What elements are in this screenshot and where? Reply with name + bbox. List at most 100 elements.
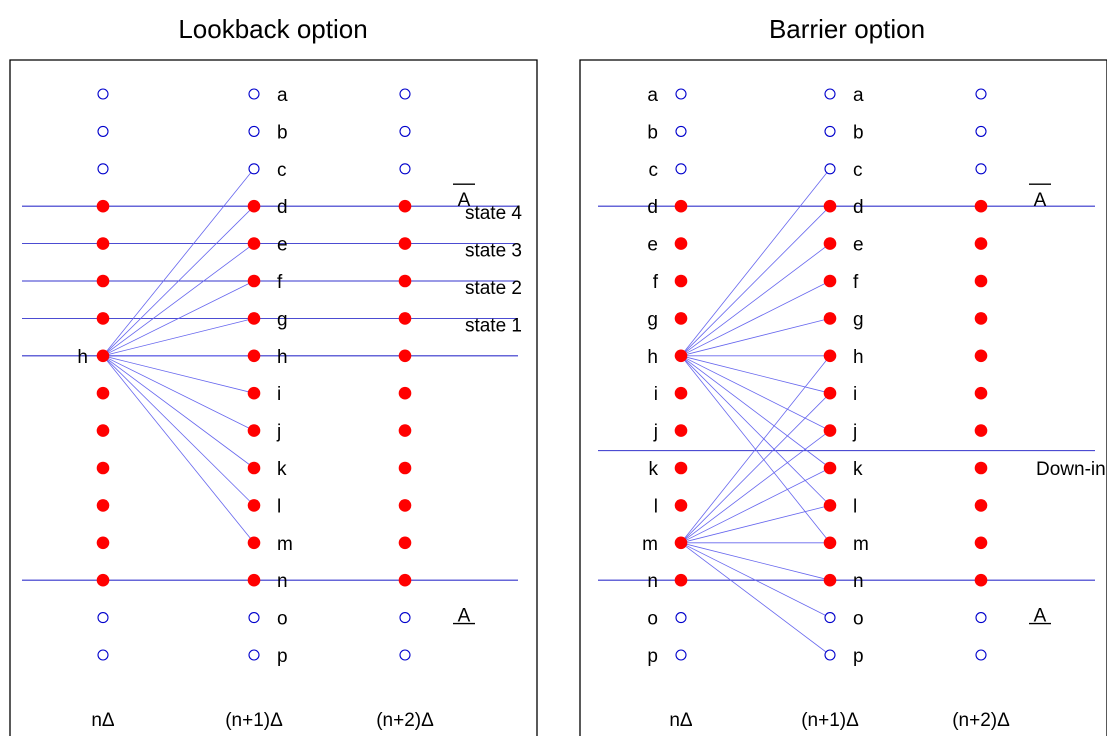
barrier-row-label: d (853, 197, 864, 218)
lookback-transition-edge (102, 280, 255, 357)
lookback-state-label: state 1 (465, 315, 522, 336)
barrier-transition-edge (680, 355, 831, 506)
barrier-row-label-left: i (654, 384, 658, 405)
lookback-node-hollow (97, 649, 109, 661)
barrier-row-label-left: m (642, 534, 658, 555)
barrier-node-filled (974, 237, 988, 250)
barrier-row-label: b (853, 122, 864, 143)
lookback-node-filled (398, 349, 412, 363)
lookback-row-label: a (277, 85, 288, 106)
lookback-node-filled (398, 199, 412, 213)
lookback-transition-edge (102, 355, 255, 506)
barrier-node-hollow (675, 125, 687, 137)
barrier-node-filled (823, 499, 837, 512)
barrier-node-filled (823, 274, 837, 288)
barrier-row-label-left: p (647, 646, 658, 667)
barrier-node-filled (674, 536, 688, 550)
barrier-row-label-left: a (647, 85, 658, 106)
barrier-node-filled (974, 312, 988, 325)
lookback-row-label: e (277, 235, 288, 256)
barrier-row-label: e (853, 235, 864, 256)
lookback-node-filled (96, 499, 110, 512)
barrier-row-label: m (853, 534, 869, 555)
lookback-node-hollow (248, 125, 260, 137)
barrier-node-filled (823, 312, 837, 325)
barrier-transition-edge (680, 542, 831, 618)
barrier-node-hollow (675, 612, 687, 624)
lookback-node-filled (398, 573, 412, 587)
lookback-transition-edge (102, 318, 255, 357)
barrier-transition-edge (680, 243, 831, 357)
barrier-row-label: g (853, 309, 864, 330)
barrier-title: Barrier option (769, 14, 925, 44)
barrier-node-filled (674, 499, 688, 512)
barrier-row-label: n (853, 571, 864, 592)
barrier-row-label: l (853, 496, 857, 517)
barrier-time-label: (n+1)Δ (801, 710, 859, 731)
lookback-node-hollow (248, 88, 260, 100)
barrier-node-hollow (975, 649, 987, 661)
barrier-node-hollow (824, 125, 836, 137)
lookback-node-filled (247, 312, 261, 325)
barrier-transition-edge (680, 355, 831, 394)
barrier-transition-edge (680, 355, 831, 431)
lookback-node-hollow (248, 612, 260, 624)
barrier-row-label-left: l (654, 496, 658, 517)
lookback-node-filled (398, 424, 412, 437)
lookback-node-hollow (399, 649, 411, 661)
lookback-row-label: n (277, 571, 288, 592)
lookback-row-label: i (277, 384, 281, 405)
lookback-time-label: (n+1)Δ (225, 710, 283, 731)
barrier-transition-edge (680, 392, 831, 544)
lookback-node-hollow (97, 163, 109, 175)
barrier-transition-edge (680, 205, 831, 357)
barrier-node-filled (823, 424, 837, 437)
lookback-title: Lookback option (178, 14, 367, 44)
barrier-node-filled (823, 536, 837, 550)
barrier-row-label: a (853, 85, 864, 106)
barrier-frame (579, 59, 1107, 736)
lookback-row-label: p (277, 646, 288, 667)
barrier-node-filled (823, 199, 837, 213)
barrier-row-label: f (853, 272, 859, 293)
barrier-node-hollow (975, 88, 987, 100)
barrier-row-label-left: g (647, 309, 658, 330)
barrier-node-filled (974, 536, 988, 550)
barrier-row-label-left: c (649, 160, 659, 181)
barrier-node-hollow (975, 163, 987, 175)
barrier-node-filled (674, 573, 688, 587)
barrier-row-label: k (853, 459, 863, 480)
barrier-row-label: i (853, 384, 857, 405)
lookback-node-filled (96, 461, 110, 475)
barrier-node-filled (974, 424, 988, 437)
lookback-node-hollow (399, 88, 411, 100)
barrier-transition-edge (680, 542, 831, 581)
lookback-row-label: m (277, 534, 293, 555)
lookback-transition-edge (102, 355, 255, 544)
lookback-node-filled (247, 274, 261, 288)
barrier-time-label: nΔ (669, 710, 693, 731)
lookback-node-filled (96, 386, 110, 400)
lookback-node-hollow (399, 163, 411, 175)
lookback-transition-edge (102, 168, 255, 357)
lookback-state-label: state 3 (465, 241, 522, 262)
barrier-row-label: p (853, 646, 864, 667)
barrier-row-label-left: d (647, 197, 658, 218)
barrier-node-filled (974, 274, 988, 288)
barrier-row-label: c (853, 160, 863, 181)
lookback-node-filled (96, 424, 110, 437)
lookback-transition-edge (102, 205, 255, 357)
barrier-row-label-left: h (647, 347, 658, 368)
lookback-transition-edge (102, 355, 255, 394)
lookback-row-label: o (277, 609, 288, 630)
barrier-panel: Barrier optionaabbccddeeffgghhiijjkkllmm… (579, 14, 1107, 736)
lookback-node-hollow (248, 649, 260, 661)
barrier-node-filled (823, 573, 837, 587)
barrier-node-hollow (675, 163, 687, 175)
barrier-time-label: (n+2)Δ (952, 710, 1010, 731)
lookback-node-filled (247, 424, 261, 437)
barrier-node-hollow (824, 612, 836, 624)
lookback-panel: Lookback optionabcdefghijklmnophAAstate … (9, 14, 538, 736)
lookback-row-label: d (277, 197, 288, 218)
lookback-time-label: (n+2)Δ (376, 710, 434, 731)
